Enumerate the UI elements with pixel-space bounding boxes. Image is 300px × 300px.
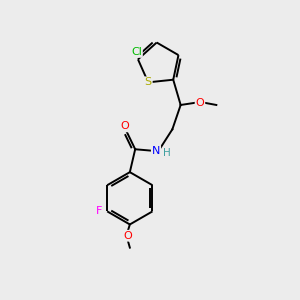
Text: O: O [120, 122, 129, 131]
Text: S: S [145, 77, 152, 87]
Text: Cl: Cl [131, 47, 142, 57]
Text: O: O [196, 98, 204, 108]
Text: F: F [96, 206, 102, 216]
Text: H: H [164, 148, 171, 158]
Text: O: O [123, 231, 132, 241]
Text: N: N [152, 146, 160, 156]
